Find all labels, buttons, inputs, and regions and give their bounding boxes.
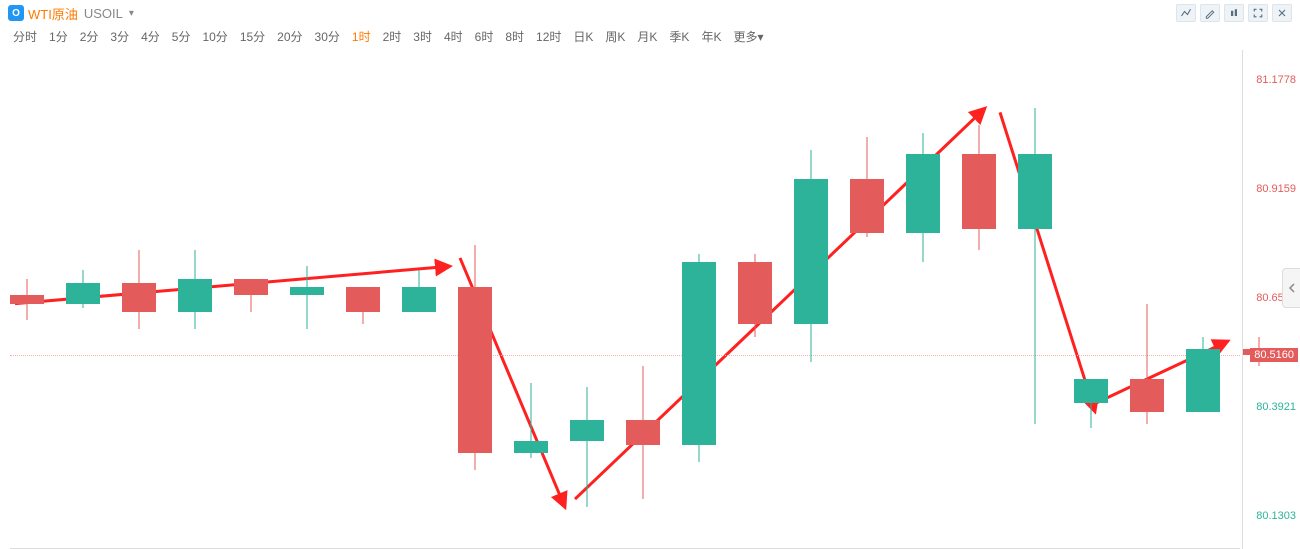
candle[interactable]: [738, 50, 772, 549]
interval-10分[interactable]: 10分: [197, 26, 232, 47]
candle-body: [626, 420, 660, 445]
candle-body: [122, 283, 156, 312]
y-tick: 80.1303: [1256, 510, 1296, 522]
chart-wrap: 81.177880.915980.654080.392180.130380.51…: [0, 50, 1300, 549]
candle[interactable]: [1018, 50, 1052, 549]
dropdown-caret-icon[interactable]: ▾: [129, 8, 134, 19]
interval-20分[interactable]: 20分: [272, 26, 307, 47]
interval-3时[interactable]: 3时: [408, 26, 437, 47]
y-tick: 80.9159: [1256, 183, 1296, 195]
candle-wick: [587, 387, 588, 508]
candle-body: [402, 287, 436, 312]
interval-年K[interactable]: 年K: [696, 26, 726, 47]
candle[interactable]: [458, 50, 492, 549]
candle-body: [66, 283, 100, 304]
candle-body: [1074, 379, 1108, 404]
interval-bar: 分时1分2分3分4分5分10分15分20分30分1时2时3时4时6时8时12时日…: [0, 26, 1300, 50]
candle[interactable]: [626, 50, 660, 549]
candle-body: [458, 287, 492, 453]
interval-4时[interactable]: 4时: [439, 26, 468, 47]
candle[interactable]: [122, 50, 156, 549]
candle-body: [10, 295, 44, 303]
interval-8时[interactable]: 8时: [500, 26, 529, 47]
chart-area[interactable]: [10, 50, 1240, 549]
candle[interactable]: [1074, 50, 1108, 549]
candle[interactable]: [234, 50, 268, 549]
interval-5分[interactable]: 5分: [167, 26, 196, 47]
symbol-en: USOIL: [84, 6, 123, 21]
interval-3分[interactable]: 3分: [105, 26, 134, 47]
candle[interactable]: [66, 50, 100, 549]
candle[interactable]: [402, 50, 436, 549]
candle[interactable]: [346, 50, 380, 549]
candle[interactable]: [10, 50, 44, 549]
interval-分时[interactable]: 分时: [8, 26, 42, 47]
candle[interactable]: [962, 50, 996, 549]
interval-4分[interactable]: 4分: [136, 26, 165, 47]
candle-body: [1018, 154, 1052, 229]
interval-月K[interactable]: 月K: [632, 26, 662, 47]
interval-30分[interactable]: 30分: [310, 26, 345, 47]
close-icon[interactable]: [1272, 4, 1292, 22]
candle-body: [962, 154, 996, 229]
interval-季K[interactable]: 季K: [664, 26, 694, 47]
candle-body: [570, 420, 604, 441]
pencil-icon[interactable]: [1200, 4, 1220, 22]
candle-body: [514, 441, 548, 453]
interval-1时[interactable]: 1时: [347, 26, 376, 47]
interval-15分[interactable]: 15分: [235, 26, 270, 47]
logo-icon: O: [8, 5, 24, 21]
header-bar: O WTI原油 USOIL ▾: [0, 0, 1300, 26]
candle[interactable]: [682, 50, 716, 549]
candle[interactable]: [570, 50, 604, 549]
candle-body: [290, 287, 324, 295]
candle-body: [738, 262, 772, 324]
interval-1分[interactable]: 1分: [44, 26, 73, 47]
y-tick: 80.3921: [1256, 401, 1296, 413]
interval-6时[interactable]: 6时: [470, 26, 499, 47]
indicator-icon[interactable]: [1176, 4, 1196, 22]
candle[interactable]: [290, 50, 324, 549]
candle[interactable]: [850, 50, 884, 549]
candle[interactable]: [794, 50, 828, 549]
candle-body: [850, 179, 884, 233]
candle[interactable]: [906, 50, 940, 549]
side-expand-tab[interactable]: [1282, 268, 1300, 308]
symbol-block[interactable]: O WTI原油 USOIL ▾: [8, 4, 134, 23]
fullscreen-icon[interactable]: [1248, 4, 1268, 22]
interval-更多▾[interactable]: 更多▾: [728, 26, 768, 47]
candle-body: [346, 287, 380, 312]
interval-日K[interactable]: 日K: [568, 26, 598, 47]
candle[interactable]: [1130, 50, 1164, 549]
candle-body: [794, 179, 828, 325]
candle-wick: [307, 266, 308, 328]
candle[interactable]: [178, 50, 212, 549]
candle-body: [1130, 379, 1164, 412]
interval-周K[interactable]: 周K: [600, 26, 630, 47]
candle-body: [1186, 349, 1220, 411]
interval-12时[interactable]: 12时: [531, 26, 566, 47]
interval-2分[interactable]: 2分: [75, 26, 104, 47]
symbol-cn: WTI原油: [28, 4, 78, 23]
candle[interactable]: [1186, 50, 1220, 549]
candle-body: [234, 279, 268, 296]
interval-2时[interactable]: 2时: [378, 26, 407, 47]
toolbar: [1176, 4, 1292, 22]
candle-body: [178, 279, 212, 312]
candle-body: [682, 262, 716, 445]
candle[interactable]: [514, 50, 548, 549]
current-price-tag: 80.5160: [1250, 348, 1298, 362]
candle-type-icon[interactable]: [1224, 4, 1244, 22]
y-tick: 81.1778: [1256, 74, 1296, 86]
candle-body: [906, 154, 940, 233]
